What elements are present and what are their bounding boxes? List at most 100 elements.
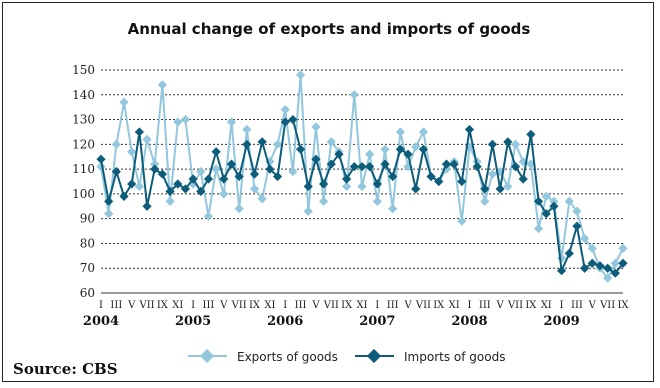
data-point bbox=[380, 144, 390, 154]
series-1 bbox=[96, 114, 628, 278]
data-point bbox=[403, 149, 413, 159]
x-tick-label: XI bbox=[449, 300, 460, 311]
x-tick-label: XI bbox=[356, 300, 367, 311]
data-point bbox=[242, 139, 252, 149]
data-point bbox=[426, 171, 436, 182]
data-point bbox=[303, 206, 313, 216]
series-0 bbox=[96, 70, 628, 283]
y-tick-label: 90 bbox=[80, 212, 95, 226]
data-point bbox=[265, 164, 275, 174]
y-tick-label: 120 bbox=[72, 137, 95, 151]
data-point bbox=[395, 127, 405, 137]
data-point bbox=[203, 174, 214, 184]
data-point bbox=[265, 157, 275, 167]
x-year-label: 2007 bbox=[359, 314, 395, 329]
x-tick-label: V bbox=[219, 300, 228, 311]
data-point bbox=[441, 159, 452, 169]
x-tick-label: I bbox=[99, 300, 103, 311]
x-tick-label: I bbox=[375, 300, 379, 311]
y-tick-label: 80 bbox=[80, 236, 95, 250]
data-point bbox=[457, 176, 467, 187]
data-point bbox=[541, 209, 551, 219]
data-point bbox=[388, 171, 398, 182]
x-tick-label: IX bbox=[341, 300, 353, 311]
x-tick-label: V bbox=[127, 300, 136, 311]
y-tick-label: 110 bbox=[72, 162, 95, 176]
legend: Exports of goods Imports of goods bbox=[188, 348, 505, 364]
x-tick-label: I bbox=[467, 300, 471, 311]
data-point bbox=[365, 149, 375, 159]
data-point bbox=[556, 266, 567, 276]
data-point bbox=[603, 263, 613, 273]
data-point bbox=[134, 127, 144, 137]
data-point bbox=[119, 97, 129, 107]
data-point bbox=[533, 223, 544, 234]
data-point bbox=[580, 263, 590, 273]
data-point bbox=[610, 258, 620, 268]
data-point bbox=[188, 174, 198, 184]
data-point bbox=[226, 117, 237, 127]
x-year-label: 2004 bbox=[83, 314, 119, 329]
data-point bbox=[618, 258, 628, 268]
data-point bbox=[495, 184, 505, 194]
legend-label-imports: Imports of goods bbox=[404, 350, 505, 364]
data-point bbox=[480, 184, 490, 194]
series-lines bbox=[96, 70, 628, 283]
data-point bbox=[610, 268, 620, 278]
x-tick-label: I bbox=[191, 300, 195, 311]
data-point bbox=[196, 186, 206, 197]
x-tick-label: IX bbox=[157, 300, 169, 311]
data-point bbox=[388, 204, 398, 214]
data-point bbox=[257, 194, 267, 204]
data-point bbox=[150, 159, 160, 169]
data-point bbox=[242, 124, 252, 135]
data-point bbox=[564, 248, 574, 258]
y-tick-label: 70 bbox=[80, 261, 95, 275]
data-point bbox=[280, 117, 290, 127]
data-point bbox=[618, 243, 628, 253]
data-point bbox=[249, 169, 260, 179]
x-tick-label: III bbox=[387, 300, 399, 311]
data-point bbox=[503, 137, 513, 147]
x-tick-label: XI bbox=[541, 300, 552, 311]
x-tick-label: III bbox=[295, 300, 307, 311]
data-point bbox=[526, 129, 536, 140]
x-tick-label: VII bbox=[138, 300, 154, 311]
x-tick-label: IX bbox=[617, 300, 629, 311]
x-tick-label: I bbox=[283, 300, 287, 311]
data-point bbox=[357, 162, 367, 172]
data-point bbox=[211, 164, 221, 174]
y-tick-label: 140 bbox=[72, 88, 95, 102]
data-point bbox=[303, 181, 313, 192]
data-point bbox=[326, 159, 336, 169]
data-point bbox=[234, 204, 244, 214]
data-point bbox=[342, 181, 352, 192]
data-point bbox=[580, 233, 590, 244]
data-point bbox=[288, 166, 298, 177]
data-point bbox=[342, 174, 352, 184]
data-point bbox=[464, 124, 475, 135]
data-point bbox=[518, 174, 528, 184]
data-point bbox=[311, 154, 321, 164]
y-tick-label: 130 bbox=[72, 113, 95, 127]
data-point bbox=[518, 157, 528, 167]
data-point bbox=[595, 261, 605, 271]
series-line bbox=[100, 74, 624, 280]
data-point bbox=[127, 147, 137, 157]
data-point bbox=[572, 206, 582, 216]
data-point bbox=[234, 171, 244, 182]
y-tick-label: 100 bbox=[72, 187, 95, 201]
data-point bbox=[295, 70, 306, 80]
data-point bbox=[127, 179, 137, 189]
chart-frame: Annual change of exports and imports of … bbox=[2, 2, 654, 382]
data-point bbox=[449, 159, 459, 169]
data-point bbox=[288, 114, 298, 125]
data-point bbox=[556, 253, 567, 263]
data-point bbox=[372, 179, 382, 189]
data-point bbox=[503, 181, 513, 192]
x-tick-label: IX bbox=[525, 300, 537, 311]
data-point bbox=[219, 174, 229, 184]
data-point bbox=[150, 164, 160, 174]
data-point bbox=[480, 196, 490, 206]
x-year-label: 2008 bbox=[451, 314, 487, 329]
